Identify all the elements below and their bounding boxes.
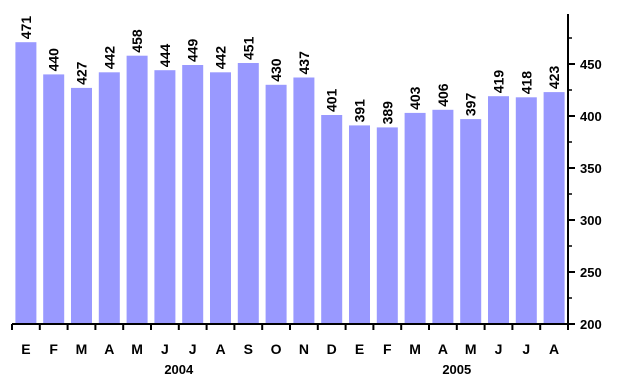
bar-value-label-7: 442: [213, 46, 229, 70]
bar-0: [15, 42, 37, 324]
x-tick-label-2: M: [76, 341, 88, 357]
bar-value-label-6: 449: [185, 38, 201, 62]
year-label-1: 2005: [442, 362, 471, 377]
groups-layer: 2004 2005: [164, 362, 471, 377]
bar-19: [543, 92, 565, 324]
bar-value-label-3: 442: [101, 46, 117, 70]
x-tick-label-4: M: [131, 341, 143, 357]
bars-layer: [15, 42, 565, 325]
bar-3: [98, 72, 120, 324]
bar-value-label-8: 451: [240, 36, 256, 60]
bar-16: [460, 119, 482, 324]
bar-labels-layer: 471 440 427 442 458 444 449 442 451 430 437 401 391 3…: [18, 16, 562, 125]
bar-12: [349, 125, 370, 325]
bar-6: [182, 65, 204, 324]
bar-17: [488, 96, 509, 324]
y-labels-layer: 200 250 300 350 400 450: [580, 57, 602, 332]
bar-value-label-10: 437: [296, 51, 312, 75]
x-tick-label-9: O: [271, 341, 282, 357]
bar-value-label-11: 401: [324, 88, 340, 112]
x-tick-label-8: S: [244, 341, 253, 357]
x-tick-label-18: J: [522, 341, 530, 357]
x-tick-label-1: F: [49, 341, 58, 357]
year-label-0: 2004: [164, 362, 194, 377]
y-tick-label-2: 300: [580, 213, 602, 228]
x-tick-label-0: E: [21, 341, 30, 357]
bar-1: [43, 74, 65, 325]
bar-value-label-2: 427: [74, 61, 90, 85]
bar-5: [154, 70, 176, 324]
x-tick-label-17: J: [495, 341, 503, 357]
x-tick-label-10: N: [299, 341, 309, 357]
bar-11: [321, 115, 343, 324]
bar-value-label-19: 423: [546, 66, 562, 90]
bar-14: [404, 112, 426, 325]
bar-8: [237, 63, 259, 324]
bar-10: [293, 77, 315, 324]
bar-7: [210, 72, 231, 324]
bar-value-label-13: 389: [379, 101, 395, 125]
x-tick-label-16: M: [465, 341, 477, 357]
bar-value-label-17: 419: [491, 70, 507, 94]
x-tick-label-11: D: [327, 341, 337, 357]
bar-18: [515, 97, 537, 324]
bar-13: [376, 127, 398, 325]
x-tick-label-13: F: [383, 341, 392, 357]
x-tick-label-7: A: [215, 341, 225, 357]
y-tick-label-5: 450: [580, 57, 602, 72]
bar-value-label-4: 458: [129, 29, 145, 53]
bar-4: [126, 55, 148, 324]
x-tick-label-14: M: [409, 341, 421, 357]
bar-value-label-14: 403: [407, 86, 423, 110]
bar-value-label-15: 406: [435, 83, 451, 107]
bar-value-label-18: 418: [518, 71, 534, 95]
bar-value-label-9: 430: [268, 58, 284, 82]
x-tick-label-3: A: [104, 341, 114, 357]
bar-2: [71, 87, 92, 325]
x-tick-label-5: J: [161, 341, 169, 357]
bar-value-label-12: 391: [352, 99, 368, 123]
y-tick-label-3: 350: [580, 161, 602, 176]
bar-value-label-16: 397: [463, 93, 479, 117]
bar-value-label-0: 471: [18, 16, 34, 40]
bar-value-label-1: 440: [46, 48, 62, 72]
axes-layer: [11, 14, 575, 330]
bar-15: [432, 109, 454, 324]
bar-value-label-5: 444: [157, 44, 173, 68]
bar-9: [265, 84, 287, 324]
x-tick-label-15: A: [438, 341, 448, 357]
x-tick-label-19: A: [549, 341, 559, 357]
x-tick-label-12: E: [355, 341, 364, 357]
y-tick-label-1: 250: [580, 265, 602, 280]
x-tick-label-6: J: [189, 341, 197, 357]
y-tick-label-4: 400: [580, 109, 602, 124]
y-tick-label-0: 200: [580, 317, 602, 332]
